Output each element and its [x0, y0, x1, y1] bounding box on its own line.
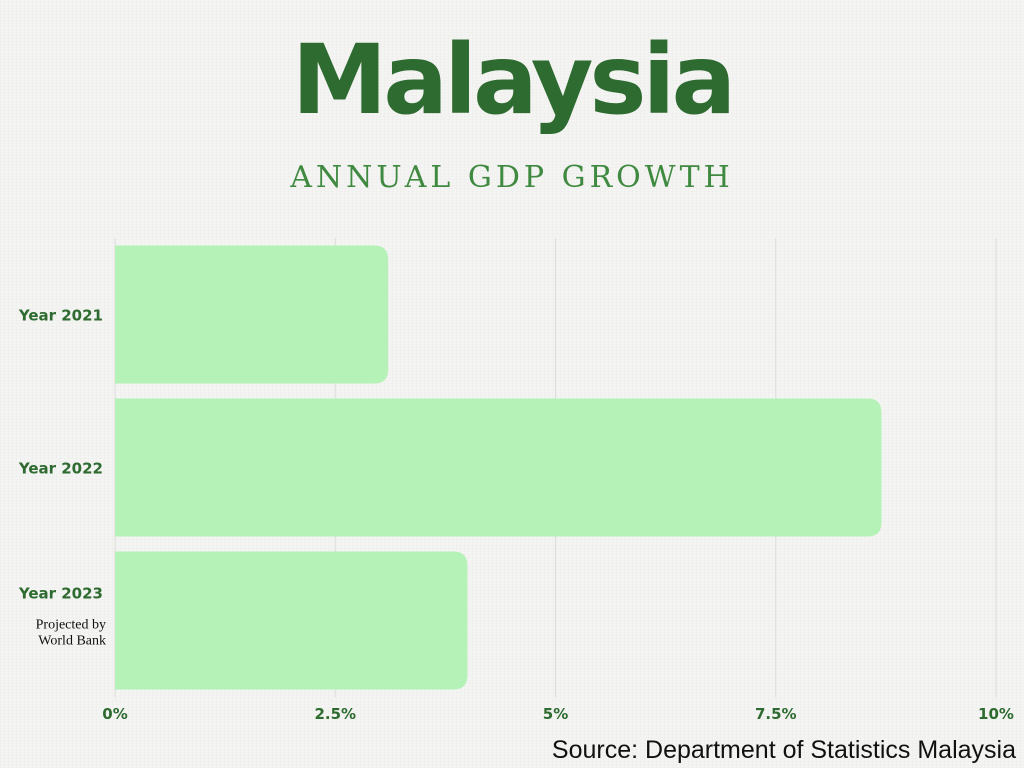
chart-subtitle: ANNUAL GDP GROWTH — [290, 160, 734, 195]
bar — [115, 245, 389, 384]
category-label: Year 2021 — [18, 307, 103, 325]
source-note: Source: Department of Statistics Malaysi… — [551, 736, 1016, 764]
bar — [115, 398, 882, 537]
tick-label: 7.5% — [755, 705, 797, 723]
category-label: Year 2022 — [18, 460, 103, 478]
category-label: Year 2023 — [18, 585, 103, 603]
chart-title: Malaysia — [291, 24, 736, 136]
tick-label: 2.5% — [314, 705, 356, 723]
tick-label: 0% — [102, 705, 127, 723]
bar — [115, 551, 468, 690]
tick-label: 10% — [978, 705, 1014, 723]
tick-label: 5% — [543, 705, 568, 723]
category-note: Projected by World Bank — [36, 618, 106, 649]
